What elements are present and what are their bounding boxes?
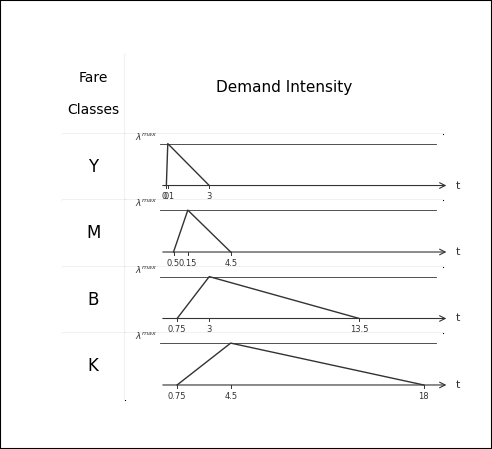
Text: $\lambda^{max}$: $\lambda^{max}$ <box>135 330 157 341</box>
Text: 4.5: 4.5 <box>224 259 237 268</box>
Text: B: B <box>88 291 99 309</box>
Text: t: t <box>456 247 460 257</box>
Text: 18: 18 <box>418 392 429 401</box>
Text: t: t <box>456 180 460 190</box>
Text: 0.75: 0.75 <box>168 325 186 334</box>
Text: $\lambda^{max}$: $\lambda^{max}$ <box>135 131 157 141</box>
Text: Demand Intensity: Demand Intensity <box>216 80 352 95</box>
Text: $\lambda^{max}$: $\lambda^{max}$ <box>135 197 157 208</box>
Text: 3: 3 <box>207 325 212 334</box>
Text: 0.5: 0.5 <box>167 259 180 268</box>
Text: 3: 3 <box>207 192 212 201</box>
Text: 0.1: 0.1 <box>161 192 174 201</box>
Text: 4.5: 4.5 <box>224 392 237 401</box>
Text: $\lambda^{max}$: $\lambda^{max}$ <box>135 264 157 275</box>
Text: 0.15: 0.15 <box>179 259 197 268</box>
Text: 0: 0 <box>164 192 169 201</box>
Text: t: t <box>456 313 460 323</box>
Text: 0.75: 0.75 <box>168 392 186 401</box>
Text: Fare

Classes: Fare Classes <box>67 70 120 117</box>
Text: Y: Y <box>88 158 98 176</box>
Text: t: t <box>456 380 460 390</box>
Text: 13.5: 13.5 <box>350 325 369 334</box>
Text: M: M <box>86 224 100 242</box>
Text: K: K <box>88 357 99 375</box>
